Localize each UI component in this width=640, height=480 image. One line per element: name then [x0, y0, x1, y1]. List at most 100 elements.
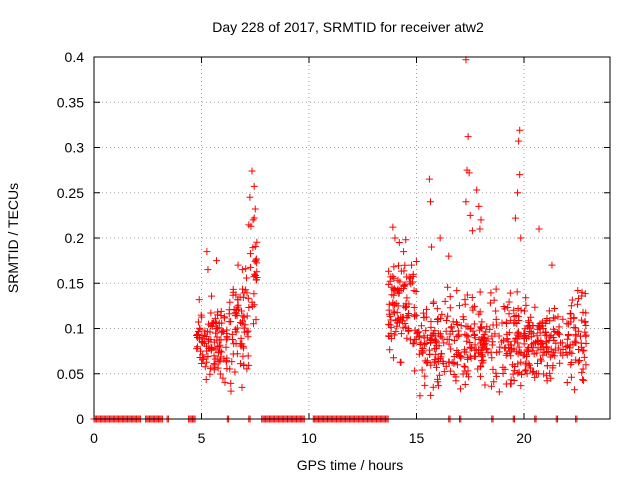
data-point	[417, 339, 425, 347]
data-point	[414, 328, 422, 336]
data-point	[499, 336, 507, 344]
data-point	[479, 333, 487, 341]
data-point	[464, 367, 472, 375]
data-point	[534, 370, 542, 378]
data-point	[476, 372, 484, 380]
data-point	[549, 314, 557, 322]
data-point	[193, 330, 201, 338]
data-point	[197, 347, 205, 355]
data-point	[444, 312, 452, 320]
data-point	[409, 278, 417, 286]
data-point	[437, 315, 445, 323]
data-point	[394, 276, 402, 284]
data-point	[215, 358, 223, 366]
data-point	[231, 368, 239, 376]
data-point	[582, 331, 590, 339]
data-point	[462, 348, 470, 356]
data-point	[476, 339, 484, 347]
data-point	[471, 346, 479, 354]
data-point	[416, 392, 424, 400]
data-point	[475, 202, 483, 210]
data-point	[542, 343, 550, 351]
data-point	[453, 333, 461, 341]
y-tick-label: 0.15	[57, 275, 84, 291]
data-point	[249, 320, 257, 328]
data-point	[582, 361, 590, 369]
data-point	[487, 289, 495, 297]
data-point	[453, 346, 461, 354]
data-point	[240, 313, 248, 321]
data-point	[246, 193, 254, 201]
data-point	[489, 365, 497, 373]
data-point	[531, 303, 539, 311]
data-point	[572, 331, 580, 339]
data-point	[477, 323, 485, 331]
y-tick-label: 0.1	[65, 321, 85, 337]
x-axis-label: GPS time / hours	[297, 457, 404, 473]
data-point	[531, 373, 539, 381]
data-point	[514, 331, 522, 339]
data-point	[239, 352, 247, 360]
data-point	[467, 324, 475, 332]
data-point	[395, 239, 403, 247]
data-point	[207, 309, 215, 317]
data-point	[488, 354, 496, 362]
data-point	[200, 354, 208, 362]
data-point	[196, 324, 204, 332]
data-point	[525, 360, 533, 368]
data-point	[446, 330, 454, 338]
data-point	[533, 332, 541, 340]
data-point	[218, 348, 226, 356]
data-point	[213, 257, 221, 265]
data-point	[464, 333, 472, 341]
data-point	[578, 288, 586, 296]
data-point	[520, 330, 528, 338]
data-point	[386, 312, 394, 320]
data-point	[403, 334, 411, 342]
data-point	[385, 306, 393, 314]
data-point	[415, 350, 423, 358]
y-tick-label: 0.25	[57, 185, 84, 201]
x-tick-label: 20	[516, 430, 532, 446]
data-point	[472, 352, 480, 360]
data-point	[244, 294, 252, 302]
data-point	[214, 349, 222, 357]
data-point	[505, 298, 513, 306]
data-point	[251, 242, 259, 250]
data-point	[430, 329, 438, 337]
data-point	[442, 327, 450, 335]
data-point	[515, 313, 523, 321]
data-point	[225, 310, 233, 318]
data-point	[247, 263, 255, 271]
data-point	[390, 354, 398, 362]
data-point	[450, 358, 458, 366]
data-point	[537, 357, 545, 365]
data-point	[202, 358, 210, 366]
data-point	[239, 317, 247, 325]
data-point	[223, 326, 231, 334]
data-point	[452, 373, 460, 381]
data-point	[539, 351, 547, 359]
data-point	[244, 327, 252, 335]
data-point	[567, 373, 575, 381]
x-tick-label: 5	[198, 430, 206, 446]
data-point	[440, 360, 448, 368]
data-point	[514, 305, 522, 313]
data-point	[392, 286, 400, 294]
data-point	[252, 256, 260, 264]
data-point	[468, 343, 476, 351]
data-point	[422, 327, 430, 335]
data-point	[388, 283, 396, 291]
data-point	[223, 334, 231, 342]
data-point	[411, 367, 419, 375]
data-point	[428, 243, 436, 251]
data-point	[474, 365, 482, 373]
data-point	[426, 350, 434, 358]
data-point	[464, 323, 472, 331]
data-point	[215, 336, 223, 344]
data-point	[488, 332, 496, 340]
data-point	[212, 329, 220, 337]
data-point	[507, 380, 515, 388]
data-point	[247, 222, 255, 230]
data-point	[487, 382, 495, 390]
